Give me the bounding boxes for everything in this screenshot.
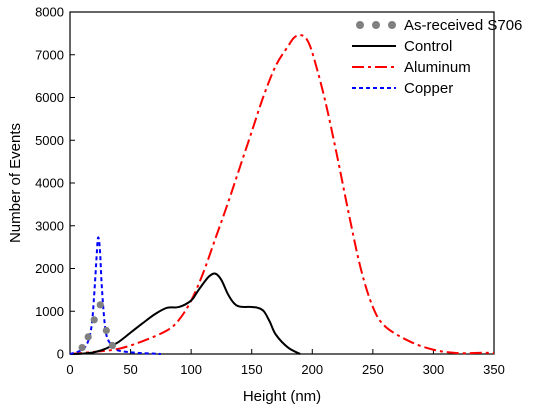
y-axis-title: Number of Events (7, 123, 24, 243)
legend-label: As-received S706 (404, 17, 522, 34)
legend-item: Control (352, 38, 452, 55)
legend: As-received S706 Control Aluminum Copper (352, 17, 522, 97)
x-tick-label: 150 (241, 362, 263, 377)
data-point (84, 333, 92, 341)
x-axis-title: Height (nm) (243, 388, 321, 405)
series-line (69, 34, 495, 355)
data-point (102, 326, 110, 335)
axes: 0 50 100 150 200 250 300 350 0 1000 2000 3000 4000 50… (35, 5, 505, 378)
series-line (69, 272, 301, 355)
series-layer (69, 34, 495, 355)
data-point (108, 341, 116, 350)
y-tick-label: 3000 (35, 218, 64, 233)
y-tick-label: 5000 (35, 133, 64, 148)
legend-label: Copper (404, 80, 453, 97)
legend-item: As-received S706 (356, 17, 522, 34)
x-tick-label: 50 (123, 362, 137, 377)
series-control (69, 272, 301, 355)
y-tick-label: 8000 (35, 5, 64, 20)
legend-label: Control (404, 38, 452, 55)
data-point (78, 343, 86, 352)
x-tick-label: 300 (423, 362, 445, 377)
data-point (96, 301, 104, 309)
y-tick-label: 7000 (35, 47, 64, 62)
x-tick-label: 350 (483, 362, 505, 377)
x-tick-label: 100 (180, 362, 202, 377)
x-tick-label: 200 (301, 362, 323, 377)
legend-label: Aluminum (404, 59, 471, 76)
series-line (69, 236, 161, 355)
series-aluminum (69, 34, 495, 355)
y-tick-label: 6000 (35, 90, 64, 105)
legend-swatch (356, 21, 364, 29)
y-tick-label: 0 (57, 347, 64, 362)
series-as-received-s706 (78, 301, 116, 352)
legend-swatch (372, 21, 380, 29)
legend-item: Copper (352, 80, 453, 97)
series-copper (69, 236, 161, 355)
data-point (90, 316, 98, 324)
legend-item: Aluminum (352, 59, 471, 76)
y-tick-label: 1000 (35, 304, 64, 319)
legend-swatch (388, 21, 396, 29)
y-tick-label: 2000 (35, 261, 64, 276)
y-tick-label: 4000 (35, 176, 64, 191)
x-tick-label: 0 (66, 362, 73, 377)
x-tick-label: 250 (362, 362, 384, 377)
